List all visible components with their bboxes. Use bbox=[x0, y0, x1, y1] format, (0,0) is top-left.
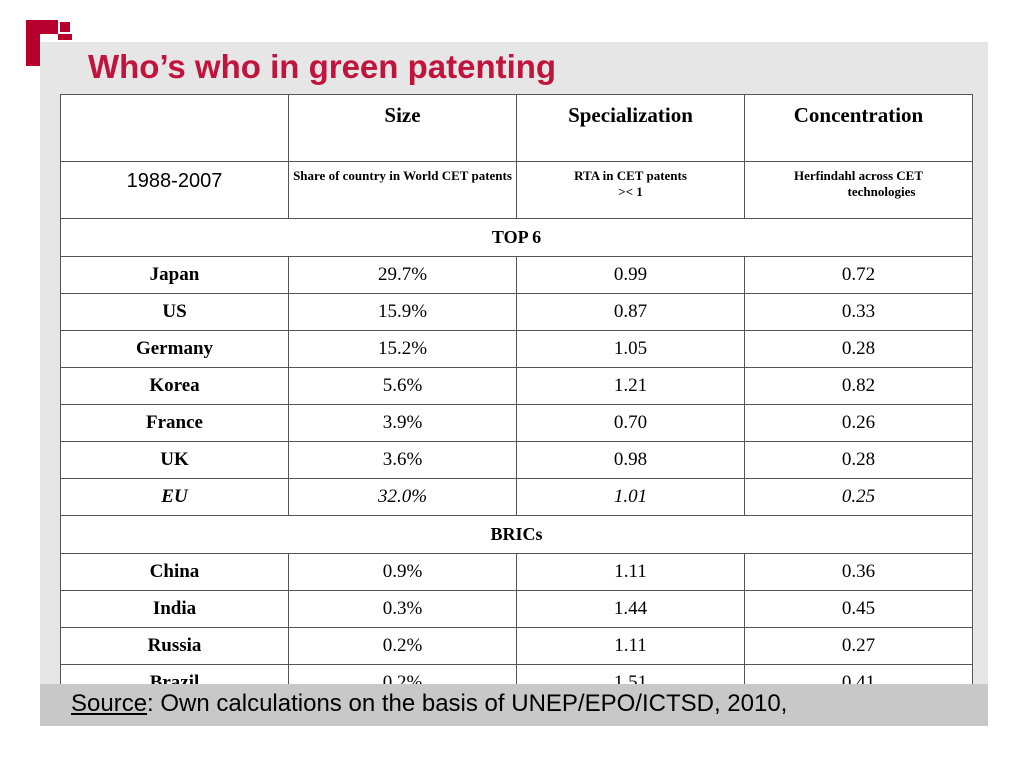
country-cell: Korea bbox=[60, 367, 289, 405]
source-note: Source: Own calculations on the basis of… bbox=[71, 690, 787, 718]
specialization-cell: 1.11 bbox=[516, 553, 745, 591]
source-bar bbox=[40, 684, 988, 726]
specialization-cell: 1.21 bbox=[516, 367, 745, 405]
specialization-cell: 1.01 bbox=[516, 478, 745, 516]
table-row: US 15.9% 0.87 0.33 bbox=[60, 293, 973, 331]
specialization-description-line1: RTA in CET patents bbox=[574, 168, 687, 183]
concentration-cell: 0.26 bbox=[744, 404, 973, 442]
concentration-cell: 0.72 bbox=[744, 256, 973, 294]
country-cell: Japan bbox=[60, 256, 289, 294]
concentration-cell: 0.25 bbox=[744, 478, 973, 516]
country-cell: Germany bbox=[60, 330, 289, 368]
patenting-table-container: Size Specialization Concentration 1988-2… bbox=[60, 94, 973, 702]
country-cell: UK bbox=[60, 441, 289, 479]
group-label: BRICs bbox=[60, 515, 973, 554]
concentration-cell: 0.27 bbox=[744, 627, 973, 665]
concentration-cell: 0.45 bbox=[744, 590, 973, 628]
patenting-table: Size Specialization Concentration 1988-2… bbox=[60, 94, 973, 702]
specialization-cell: 0.98 bbox=[516, 441, 745, 479]
size-cell: 0.3% bbox=[288, 590, 517, 628]
header-cell-empty bbox=[60, 94, 289, 162]
size-cell: 3.9% bbox=[288, 404, 517, 442]
table-row: India 0.3% 1.44 0.45 bbox=[60, 590, 973, 628]
table-row: Russia 0.2% 1.11 0.27 bbox=[60, 627, 973, 665]
concentration-description-line1: Herfindahl across CET bbox=[793, 168, 924, 183]
size-cell: 15.2% bbox=[288, 330, 517, 368]
table-row: China 0.9% 1.11 0.36 bbox=[60, 553, 973, 591]
size-cell: 5.6% bbox=[288, 367, 517, 405]
concentration-description-line2: technologies bbox=[847, 184, 916, 199]
table-row: Korea 5.6% 1.21 0.82 bbox=[60, 367, 973, 405]
size-description-cell: Share of country in World CET patents bbox=[288, 161, 517, 219]
country-cell: France bbox=[60, 404, 289, 442]
table-row: Germany 15.2% 1.05 0.28 bbox=[60, 330, 973, 368]
concentration-cell: 0.28 bbox=[744, 330, 973, 368]
table-row: Japan 29.7% 0.99 0.72 bbox=[60, 256, 973, 294]
group-row-brics: BRICs bbox=[60, 515, 973, 554]
source-text: : Own calculations on the basis of UNEP/… bbox=[147, 690, 788, 717]
size-cell: 29.7% bbox=[288, 256, 517, 294]
size-cell: 15.9% bbox=[288, 293, 517, 331]
table-row: UK 3.6% 0.98 0.28 bbox=[60, 441, 973, 479]
country-cell: EU bbox=[60, 478, 289, 516]
size-cell: 3.6% bbox=[288, 441, 517, 479]
header-cell-size: Size bbox=[288, 94, 517, 162]
table-header-row: Size Specialization Concentration bbox=[60, 94, 973, 162]
header-cell-concentration: Concentration bbox=[744, 94, 973, 162]
source-label: Source bbox=[71, 690, 148, 717]
table-subheader-row: 1988-2007 Share of country in World CET … bbox=[60, 161, 973, 219]
concentration-cell: 0.82 bbox=[744, 367, 973, 405]
size-cell: 0.2% bbox=[288, 627, 517, 665]
period-cell: 1988-2007 bbox=[60, 161, 289, 219]
country-cell: Russia bbox=[60, 627, 289, 665]
specialization-cell: 1.11 bbox=[516, 627, 745, 665]
group-label: TOP 6 bbox=[60, 218, 973, 257]
header-cell-specialization: Specialization bbox=[516, 94, 745, 162]
country-cell: India bbox=[60, 590, 289, 628]
concentration-cell: 0.36 bbox=[744, 553, 973, 591]
country-cell: US bbox=[60, 293, 289, 331]
group-row-top6: TOP 6 bbox=[60, 218, 973, 257]
concentration-cell: 0.33 bbox=[744, 293, 973, 331]
table-row: France 3.9% 0.70 0.26 bbox=[60, 404, 973, 442]
size-cell: 32.0% bbox=[288, 478, 517, 516]
concentration-cell: 0.28 bbox=[744, 441, 973, 479]
specialization-description-cell: RTA in CET patents >< 1 bbox=[516, 161, 745, 219]
concentration-description-cell: Herfindahl across CET technologies bbox=[744, 161, 973, 219]
specialization-cell: 0.70 bbox=[516, 404, 745, 442]
specialization-description-line2: >< 1 bbox=[618, 184, 643, 199]
country-cell: China bbox=[60, 553, 289, 591]
size-cell: 0.9% bbox=[288, 553, 517, 591]
specialization-cell: 1.05 bbox=[516, 330, 745, 368]
specialization-cell: 0.87 bbox=[516, 293, 745, 331]
specialization-cell: 0.99 bbox=[516, 256, 745, 294]
specialization-cell: 1.44 bbox=[516, 590, 745, 628]
table-row-eu: EU 32.0% 1.01 0.25 bbox=[60, 478, 973, 516]
page-title: Who’s who in green patenting bbox=[88, 48, 557, 85]
